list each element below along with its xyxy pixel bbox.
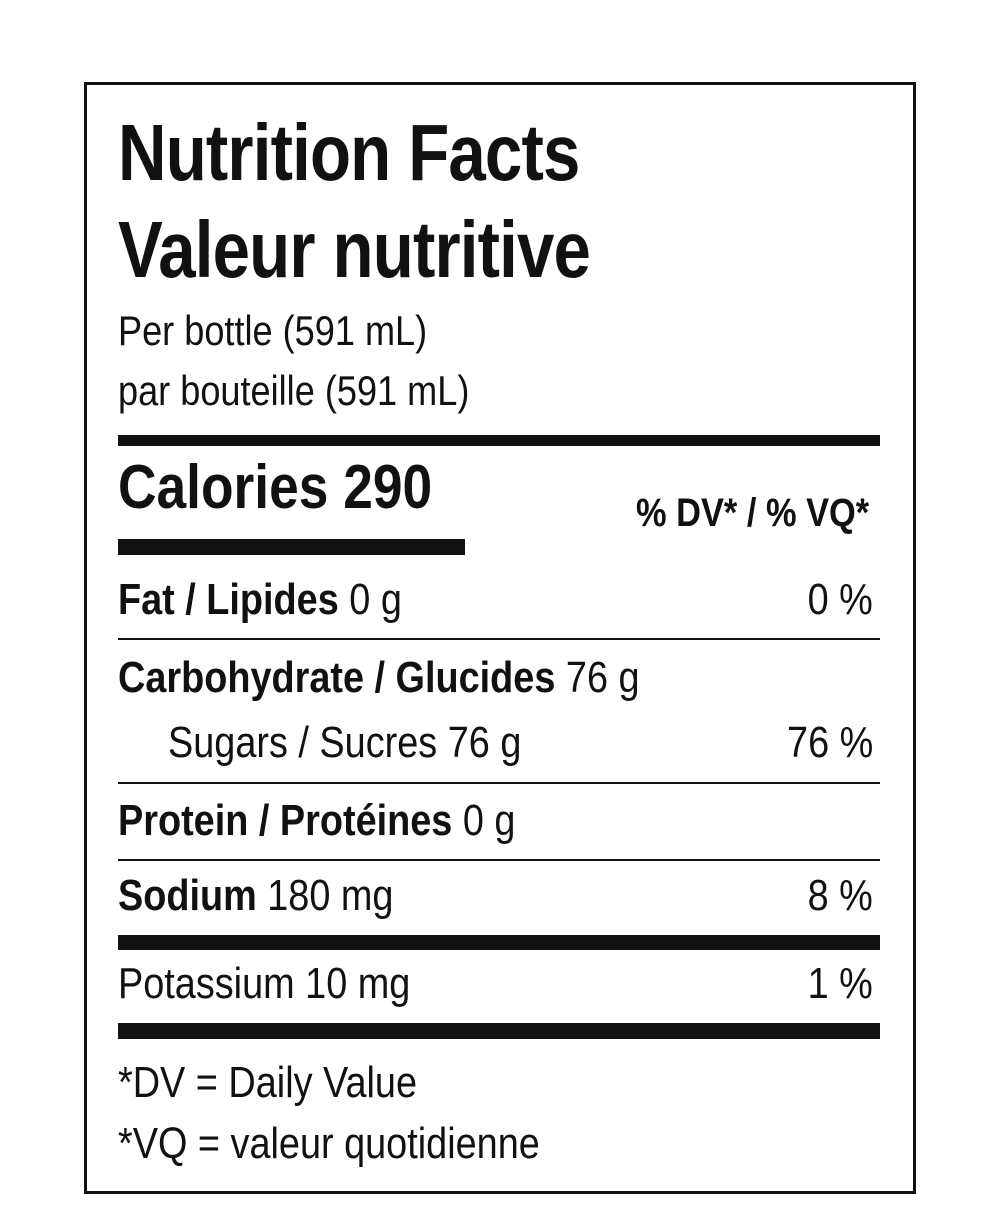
divider-fat (118, 638, 880, 640)
fat-amount: 0 g (349, 575, 402, 624)
serving-size-french: par bouteille (591 mL) (118, 367, 470, 414)
protein-label: Protein / Protéines (118, 796, 453, 845)
daily-value-header: % DV* / % VQ* (635, 491, 869, 535)
protein-row: Protein / Protéines 0 g (118, 799, 515, 843)
title-english: Nutrition Facts (118, 108, 580, 197)
sugars-dv: 76 % (786, 718, 873, 767)
thick-divider-sodium (118, 935, 880, 950)
calories-underline (118, 539, 465, 555)
thick-divider-bottom (118, 1023, 880, 1039)
nutrition-facts-table: Nutrition Facts Valeur nutritive Per bot… (84, 82, 916, 1194)
footnote-dv: *DV = Daily Value (118, 1058, 418, 1107)
divider-sugars (118, 782, 880, 784)
sodium-dv: 8 % (807, 871, 873, 920)
serving-size-english: Per bottle (591 mL) (118, 307, 428, 354)
fat-row: Fat / Lipides 0 g (118, 578, 402, 622)
sugars-amount: 76 g (447, 718, 522, 767)
sodium-amount: 180 mg (267, 871, 394, 920)
sodium-row: Sodium 180 mg (118, 874, 393, 918)
footnote-vq: *VQ = valeur quotidienne (118, 1119, 540, 1168)
protein-amount: 0 g (462, 796, 516, 845)
carbohydrate-label: Carbohydrate / Glucides (118, 653, 556, 702)
carbohydrate-row: Carbohydrate / Glucides 76 g (118, 656, 640, 700)
potassium-dv: 1 % (807, 959, 873, 1008)
calories-value: 290 (343, 453, 433, 522)
sugars-label: Sugars / Sucres (168, 718, 438, 767)
calories-label: Calories (118, 453, 329, 522)
fat-dv: 0 % (807, 575, 873, 624)
potassium-row: Potassium 10 mg (118, 962, 410, 1006)
thick-divider-top (118, 435, 880, 446)
title-french: Valeur nutritive (118, 205, 591, 294)
divider-protein (118, 859, 880, 861)
sugars-row: Sugars / Sucres 76 g (168, 721, 521, 765)
sodium-label: Sodium (118, 871, 257, 920)
fat-label: Fat / Lipides (118, 575, 339, 624)
potassium-amount: 10 mg (305, 959, 411, 1008)
calories-line: Calories 290 (118, 457, 432, 519)
carbohydrate-amount: 76 g (565, 653, 640, 702)
potassium-label: Potassium (118, 959, 295, 1008)
